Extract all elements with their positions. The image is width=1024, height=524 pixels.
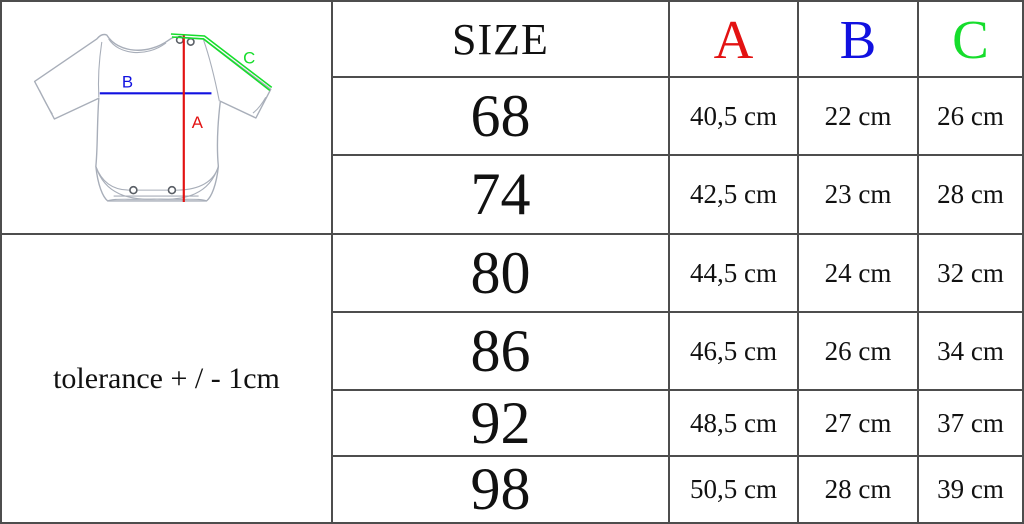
- neckline-trim: [108, 38, 167, 54]
- armhole-seam-left: [97, 41, 103, 98]
- value-a: 50,5 cm: [670, 457, 799, 522]
- value-c: 28 cm: [919, 156, 1022, 235]
- value-c: 37 cm: [919, 391, 1022, 457]
- value-b: 23 cm: [799, 156, 919, 235]
- crotch-snap-1: [129, 185, 138, 195]
- value-c: 26 cm: [919, 78, 1022, 156]
- crotch-snap-2: [167, 185, 177, 195]
- value-b: 28 cm: [799, 457, 919, 522]
- value-b: 22 cm: [799, 78, 919, 156]
- cuff-line-right: [252, 96, 267, 114]
- header-a: A: [670, 2, 799, 78]
- measurement-label-a: A: [192, 113, 204, 132]
- leg-curve-right: [107, 166, 219, 202]
- header-size: SIZE: [333, 2, 670, 78]
- value-b: 27 cm: [799, 391, 919, 457]
- measurement-line-c-inner: [171, 36, 271, 91]
- value-c: 39 cm: [937, 474, 1004, 504]
- value-a: 40,5 cm: [670, 78, 799, 156]
- size-cell: 80: [333, 235, 670, 313]
- size-cell: 74: [333, 156, 670, 235]
- tolerance-note: tolerance + / - 1cm: [53, 361, 280, 395]
- size-cell: 68: [333, 78, 670, 156]
- header-c: C: [919, 2, 1022, 78]
- measurement-label-c: C: [243, 49, 255, 68]
- armhole-seam-right: [203, 39, 220, 102]
- bodysuit-diagram: B A C: [33, 33, 273, 202]
- crotch-flap-edge: [95, 166, 219, 191]
- header-b: B: [799, 2, 919, 78]
- diagram-cell: B A C: [2, 2, 333, 235]
- value-a: 46,5 cm: [670, 313, 799, 391]
- tolerance-cell: tolerance + / - 1cm: [2, 235, 333, 522]
- cuff-line-left: [39, 90, 53, 115]
- value-a: 44,5 cm: [670, 235, 799, 313]
- value-c: 32 cm: [919, 235, 1022, 313]
- value-a: 48,5 cm: [670, 391, 799, 457]
- size-cell: 86: [333, 313, 670, 391]
- value-a: 42,5 cm: [670, 156, 799, 235]
- neck-snap-2: [186, 37, 195, 46]
- size-cell: 92: [333, 391, 670, 457]
- measurement-label-b: B: [122, 72, 133, 91]
- measurement-line-c-outer: [170, 33, 273, 88]
- size-cell: 98: [333, 457, 670, 522]
- value-b: 26 cm: [799, 313, 919, 391]
- value-b: 24 cm: [799, 235, 919, 313]
- value-c: 34 cm: [919, 313, 1022, 391]
